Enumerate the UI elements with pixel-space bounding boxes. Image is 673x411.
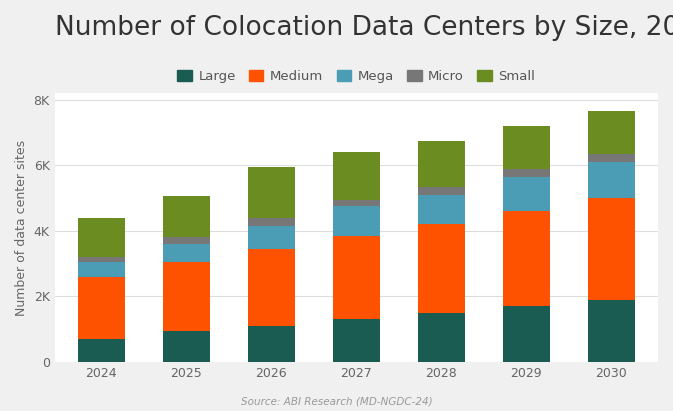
Bar [248,167,295,218]
Bar [418,141,464,187]
Bar [588,154,635,162]
Bar [418,187,464,195]
Bar [163,237,210,244]
Legend: Large, Medium, Mega, Micro, Small: Large, Medium, Mega, Micro, Small [172,65,540,89]
Bar [333,236,380,319]
Bar [248,326,295,362]
Bar [163,196,210,237]
Y-axis label: Number of data center sites: Number of data center sites [15,139,28,316]
Bar [333,206,380,236]
Bar [503,126,550,169]
Bar [78,257,125,262]
Bar [588,198,635,300]
Bar [333,152,380,200]
Bar [78,262,125,277]
Bar [333,319,380,362]
Bar [163,330,210,362]
Bar [588,162,635,198]
Bar [418,195,464,224]
Bar [333,200,380,206]
Bar [78,339,125,362]
Bar [503,306,550,362]
Bar [588,300,635,362]
Bar [503,177,550,211]
Bar [503,169,550,177]
Bar [418,224,464,313]
Bar [248,226,295,249]
Bar [163,244,210,262]
Bar [588,111,635,154]
Bar [418,313,464,362]
Bar [163,262,210,330]
Bar [248,249,295,326]
Bar [78,277,125,339]
Bar [503,211,550,306]
Bar [248,218,295,226]
Text: Number of Colocation Data Centers by Size, 2024-2030: Number of Colocation Data Centers by Siz… [55,15,673,41]
Text: Source: ABI Research (MD-NGDC-24): Source: ABI Research (MD-NGDC-24) [241,397,432,407]
Bar [78,218,125,257]
